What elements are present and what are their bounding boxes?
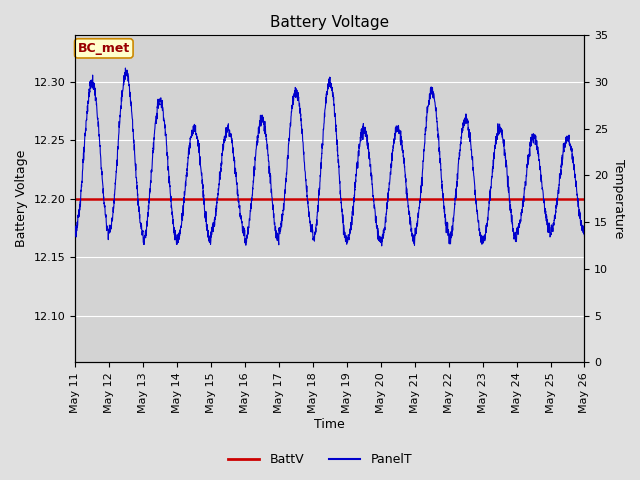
Title: Battery Voltage: Battery Voltage xyxy=(270,15,389,30)
X-axis label: Time: Time xyxy=(314,419,345,432)
Text: BC_met: BC_met xyxy=(77,42,130,55)
Legend: BattV, PanelT: BattV, PanelT xyxy=(223,448,417,471)
Y-axis label: Temperature: Temperature xyxy=(612,159,625,239)
Y-axis label: Battery Voltage: Battery Voltage xyxy=(15,150,28,248)
